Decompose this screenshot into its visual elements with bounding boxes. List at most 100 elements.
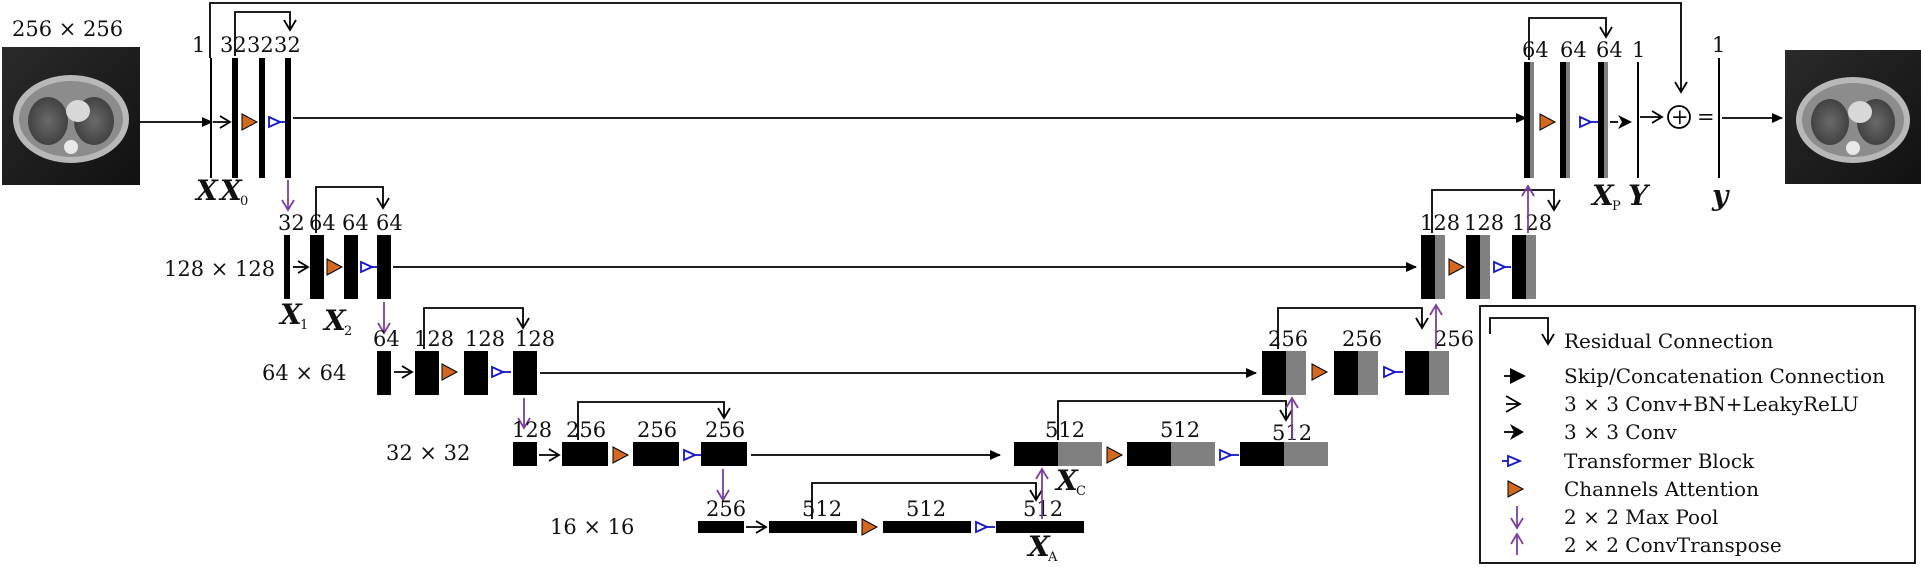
legend-label: 2 × 2 ConvTranspose [1564,533,1782,557]
var-xc: X [1054,464,1079,497]
transformer-block-icon [975,520,990,534]
legend-box [1479,305,1916,564]
block-dec2-2-concat [1358,351,1378,395]
channel-label: 32 [274,33,301,57]
var-xa-sub: A [1047,550,1058,565]
block-dec2-1-concat [1286,351,1306,395]
legend: Residual Connection Skip/Concatenation C… [1479,305,1916,564]
block-level1-4 [377,235,391,299]
block-dec0-2-concat [1566,62,1570,178]
block-x0 [232,58,238,178]
var-x1: X [278,298,303,331]
channel-label: 256 [1342,327,1382,351]
global-residual-line [209,2,1688,94]
var-x0: X [218,174,243,207]
var-xc-sub: C [1076,484,1086,499]
block-y [1637,62,1639,178]
block-level3-2 [562,442,608,466]
block-dec2-2-black [1334,351,1358,395]
channel-label: 512 [906,497,946,521]
resolution-label: 128 × 128 [164,257,275,281]
legend-label: Channels Attention [1564,477,1759,501]
block-dec2-3-black [1405,351,1429,395]
channel-label: 32 [278,211,305,235]
legend-label: 3 × 3 Conv+BN+LeakyReLU [1564,392,1859,416]
block-xc-concat [1058,442,1102,466]
channel-label: 256 [637,418,677,442]
block-dec0-1-black [1524,62,1530,178]
block-dec2-3-concat [1429,351,1449,395]
block-dec3-3-black [1240,442,1284,466]
block-dec3-2-black [1127,442,1171,466]
block-level3-1 [513,442,537,466]
block-level3-4 [701,442,747,466]
sum-node-icon [1667,105,1691,129]
residual-connection-dec3 [1057,400,1293,440]
transformer-block-icon [683,448,698,462]
block-dec0-2-black [1560,62,1566,178]
channel-label: 256 [705,418,745,442]
block-dec1-2-black [1466,235,1480,299]
var-xp-sub: P [1612,199,1621,214]
block-level1-3 [344,235,358,299]
block-x [210,58,212,178]
var-x2-sub: 2 [344,324,352,339]
channel-label: 512 [1160,418,1200,442]
block-level2-1 [377,351,391,395]
channel-label: 64 [373,327,400,351]
residual-connection-level3 [577,401,731,440]
block-dec3-2-concat [1171,442,1215,466]
channel-label: 256 [1434,327,1474,351]
channel-label: 256 [1268,327,1308,351]
channel-label: 64 [342,211,369,235]
var-y-upper: Y [1628,179,1651,212]
channel-label: 64 [1596,38,1623,62]
skip-connection-arrow-icon [1510,368,1526,384]
channels-attention-icon [1448,258,1466,276]
residual-connection-level2 [423,307,530,349]
block-dec1-3-black [1512,235,1526,299]
block-dec3-3-concat [1284,442,1328,466]
channel-label: 64 [376,211,403,235]
channels-attention-icon [441,363,459,381]
var-xp: X [1590,179,1615,212]
equals-sign: = [1697,105,1715,129]
conv-arrow-icon [1510,424,1524,440]
channel-label: 64 [1522,38,1549,62]
var-x: X [194,174,219,207]
residual-connection-dec1 [1431,189,1561,233]
residual-connection-icon [1489,317,1555,346]
plus-sign: + [1671,105,1689,129]
var-y-lower: y [1711,179,1730,212]
channel-label: 128 [414,327,454,351]
channel-label: 1 [1712,33,1725,57]
block-level2-3 [464,351,488,395]
channel-label: 1 [192,33,205,57]
block-bottleneck-4 [996,521,1084,533]
transformer-block-icon [268,115,283,129]
channels-attention-icon [612,446,630,464]
resolution-label: 16 × 16 [550,515,634,539]
var-x1-sub: 1 [300,318,308,333]
legend-label: 2 × 2 Max Pool [1564,505,1718,529]
channel-label: 32 [220,33,247,57]
channel-label: 512 [1023,497,1063,521]
transformer-block-icon [491,365,506,379]
channel-label: 1 [1632,38,1645,62]
block-dec2-1-black [1262,351,1286,395]
channel-label: 128 [1512,211,1552,235]
residual-connection-bottleneck [811,482,1043,519]
block-level0-2 [259,58,265,178]
channels-attention-icon [326,258,344,276]
channel-label: 512 [802,497,842,521]
block-dec1-1-concat [1435,235,1445,299]
input-size-label: 256 × 256 [12,17,123,41]
channel-label: 64 [1560,38,1587,62]
transformer-block-icon [1579,115,1594,129]
legend-label: Residual Connection [1564,329,1774,353]
block-level0-3 [285,58,291,178]
block-x2 [310,235,324,299]
block-xp-concat [1604,62,1608,178]
channel-label: 512 [1045,418,1085,442]
legend-label: Skip/Concatenation Connection [1564,364,1885,388]
